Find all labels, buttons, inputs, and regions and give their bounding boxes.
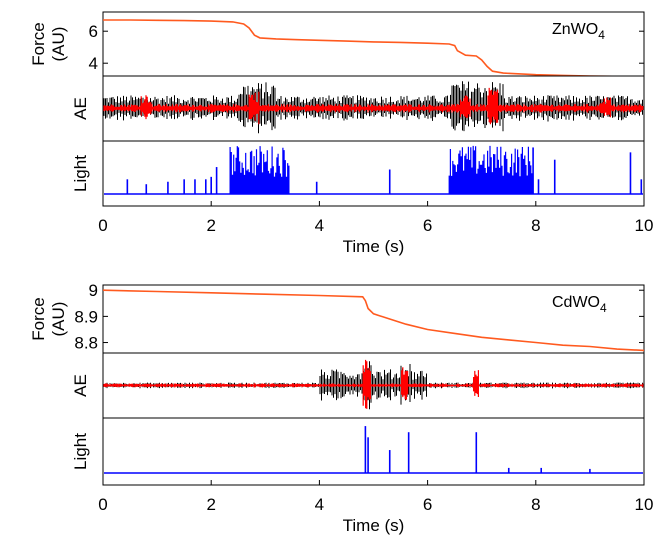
material-subscript: 4	[598, 28, 605, 42]
force-ylabel: (AU)	[49, 302, 68, 337]
material-subscript: 4	[600, 301, 607, 315]
x-tick-label: 2	[206, 495, 215, 514]
ae-signal-red	[103, 87, 644, 125]
light-burst	[448, 145, 533, 194]
force-ytick-label: 6	[89, 22, 98, 41]
x-tick-label: 10	[635, 495, 654, 514]
chart-1: 6 4 Force (AU) ZnWO4 AE Light 0 2 4 6 8 10 Time (s)	[29, 11, 654, 256]
force-ytick-label: 8.9	[74, 307, 98, 326]
ae-signal-red	[103, 359, 644, 409]
x-tick-label: 8	[531, 495, 540, 514]
material-label: ZnWO4	[552, 21, 605, 42]
light-panel-frame	[102, 417, 645, 486]
light-ylabel: Light	[71, 155, 90, 192]
force-ylabel: Force	[29, 22, 48, 65]
force-series-line	[103, 19, 645, 78]
chart-2: 9 8.9 8.8 Force (AU) CdWO4 AE Light 0 2 4 6 8 10 Time …	[29, 281, 653, 535]
x-tick-label: 4	[315, 495, 324, 514]
force-ylabel: Force	[29, 297, 48, 340]
x-tick-label: 8	[531, 216, 540, 235]
force-ytick-label: 8.8	[74, 334, 98, 353]
x-tick-label: 0	[98, 216, 107, 235]
x-tick-label: 6	[423, 216, 432, 235]
force-series-line	[102, 289, 645, 352]
force-ytick-label: 9	[89, 281, 98, 300]
force-panel-frame	[102, 11, 645, 77]
light-burst	[229, 146, 290, 194]
force-ylabel: (AU)	[49, 27, 68, 62]
x-tick-label: 4	[315, 216, 324, 235]
x-axis-label: Time (s)	[343, 237, 405, 256]
x-tick-label: 10	[635, 216, 654, 235]
force-panel-frame	[102, 284, 645, 354]
x-tick-label: 2	[206, 216, 215, 235]
ae-ylabel: AE	[71, 374, 90, 397]
ae-ylabel: AE	[71, 97, 90, 120]
x-axis-label: Time (s)	[343, 516, 405, 535]
light-panel-frame	[102, 140, 645, 207]
force-ytick-label: 4	[89, 54, 98, 73]
light-ylabel: Light	[71, 433, 90, 470]
material-label: CdWO4	[552, 294, 607, 315]
x-tick-label: 6	[423, 495, 432, 514]
x-tick-label: 0	[98, 495, 107, 514]
